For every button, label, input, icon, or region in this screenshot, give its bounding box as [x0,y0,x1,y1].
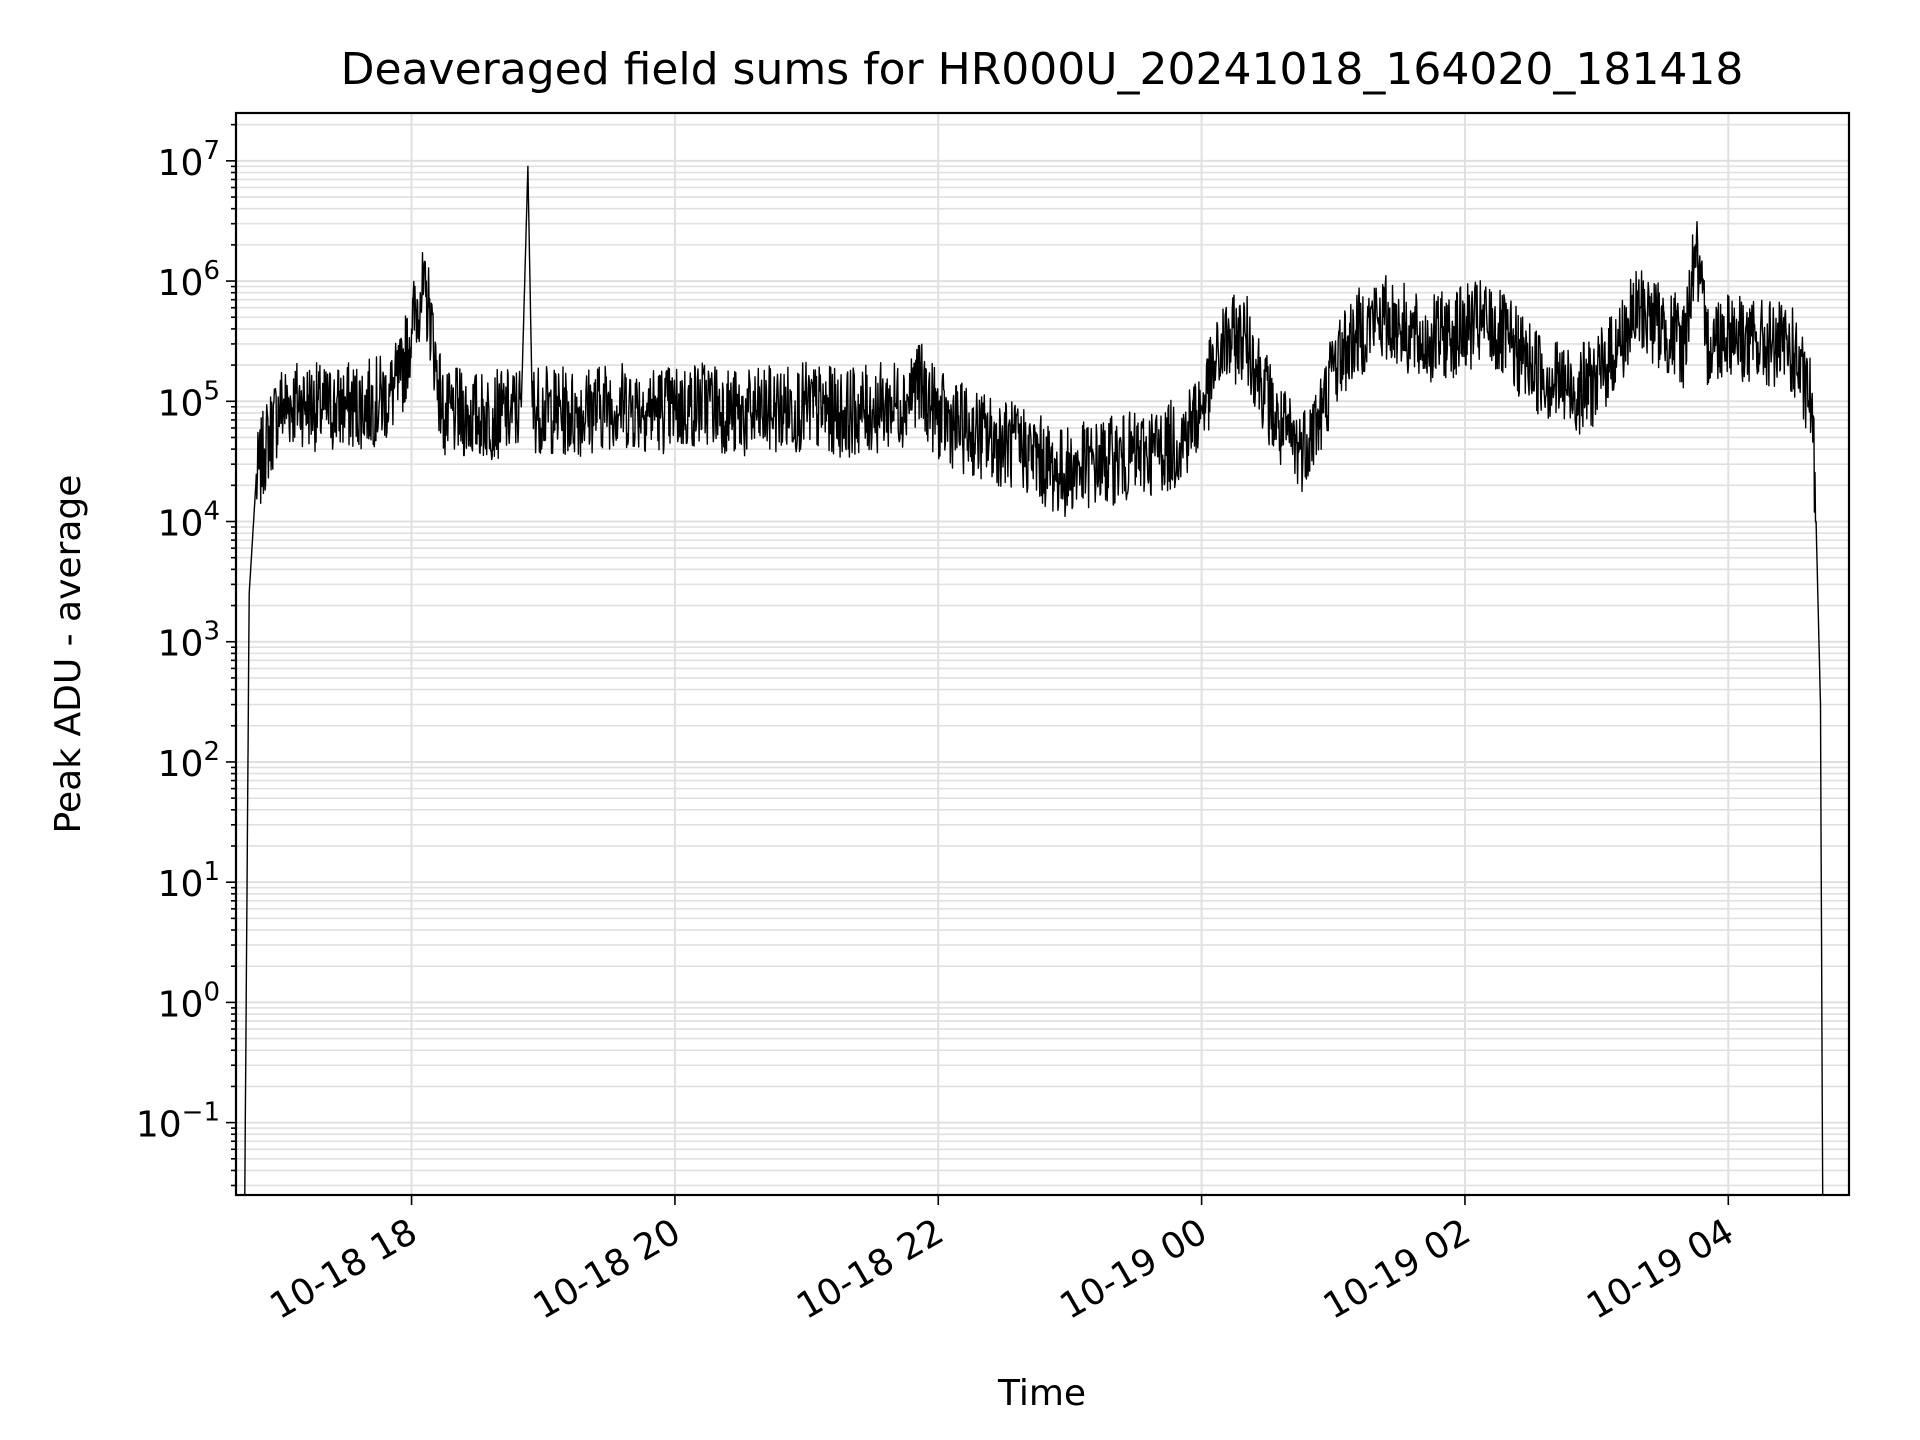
y-tick-label: 102 [158,737,220,785]
y-tick-label: 106 [158,256,220,304]
y-tick-label: 100 [158,977,220,1025]
x-axis-label: Time [997,1373,1086,1414]
y-tick-label: 101 [158,857,220,905]
y-tick-label: 103 [158,617,220,665]
y-tick-label: 10−1 [136,1098,220,1146]
series-line [244,165,1824,1196]
series-group [244,165,1824,1196]
y-tick-label: 107 [158,136,220,184]
y-axis: 107 106 105 104 103 102 101 100 10−1 [136,123,236,1187]
y-tick-label: 104 [158,497,220,545]
y-tick-label: 105 [158,376,220,424]
chart-title: Deaveraged field sums for HR000U_2024101… [341,44,1744,95]
y-axis-label: Peak ADU - average [48,475,89,834]
